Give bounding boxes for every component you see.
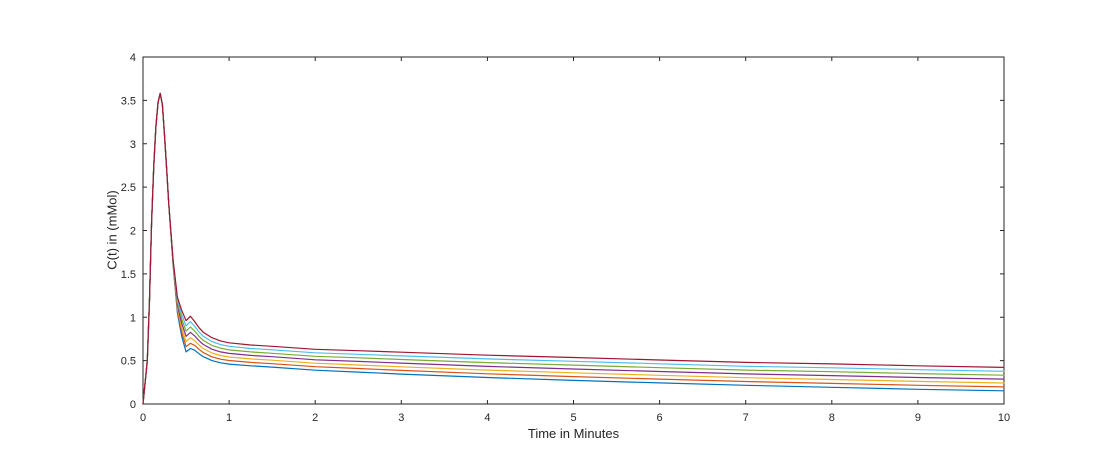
axis-box [142,56,1005,405]
y-tick-label: 0 [130,399,136,411]
y-tick-label: 3 [130,139,136,151]
y-tick-label: 1 [130,312,136,324]
series-line-series-7 [142,92,1005,405]
x-tick-label: 9 [915,412,921,424]
y-tick-label: 0.5 [121,356,136,368]
x-tick-label: 5 [570,412,576,424]
x-tick-label: 3 [398,412,404,424]
x-tick-label: 6 [657,412,663,424]
y-tick-label: 3.5 [121,95,136,107]
x-tick-label: 2 [312,412,318,424]
y-tick-label: 1.5 [121,269,136,281]
x-tick-label: 0 [140,412,146,424]
x-tick-label: 4 [484,412,490,424]
x-tick-label: 10 [998,412,1010,424]
y-tick-label: 2 [130,226,136,238]
y-tick-label: 4 [130,52,136,64]
x-tick-label: 1 [226,412,232,424]
x-tick-label: 8 [829,412,835,424]
x-axis-label: Time in Minutes [527,426,620,441]
y-axis-label: C(t) in (mMol) [104,190,120,270]
y-tick-label: 2.5 [121,182,136,194]
x-tick-label: 7 [743,412,749,424]
